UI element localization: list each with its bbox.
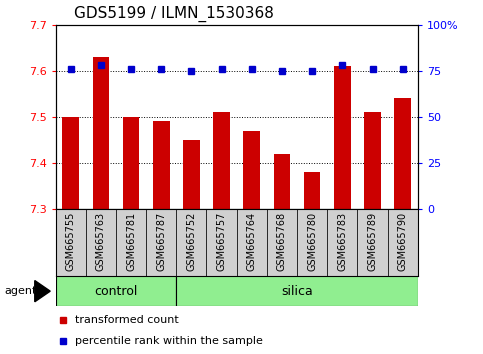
Text: GSM665768: GSM665768: [277, 212, 287, 271]
Text: control: control: [94, 285, 138, 298]
Text: GSM665790: GSM665790: [398, 212, 408, 271]
Text: GSM665755: GSM665755: [66, 212, 76, 271]
Bar: [93, 57, 109, 209]
Bar: [153, 121, 170, 209]
Bar: [176, 209, 207, 276]
Bar: [243, 131, 260, 209]
Text: GSM665780: GSM665780: [307, 212, 317, 271]
Bar: [123, 117, 139, 209]
Bar: [357, 209, 388, 276]
Bar: [62, 117, 79, 209]
Bar: [364, 112, 381, 209]
Text: GSM665752: GSM665752: [186, 212, 197, 271]
Bar: [207, 209, 237, 276]
Bar: [116, 209, 146, 276]
Bar: [176, 276, 418, 306]
Text: transformed count: transformed count: [75, 315, 179, 325]
Bar: [237, 209, 267, 276]
Text: GSM665787: GSM665787: [156, 212, 166, 271]
Bar: [297, 209, 327, 276]
Bar: [213, 112, 230, 209]
Text: percentile rank within the sample: percentile rank within the sample: [75, 336, 263, 346]
Text: agent: agent: [5, 286, 37, 296]
Bar: [334, 66, 351, 209]
Bar: [183, 140, 199, 209]
Text: GSM665764: GSM665764: [247, 212, 257, 271]
Text: GSM665783: GSM665783: [337, 212, 347, 271]
Polygon shape: [35, 280, 50, 302]
Bar: [274, 154, 290, 209]
Bar: [304, 172, 320, 209]
Text: GSM665789: GSM665789: [368, 212, 378, 271]
Bar: [56, 209, 86, 276]
Text: GSM665781: GSM665781: [126, 212, 136, 271]
Text: GSM665757: GSM665757: [216, 212, 227, 271]
Bar: [388, 209, 418, 276]
Bar: [267, 209, 297, 276]
Text: silica: silica: [281, 285, 313, 298]
Text: GSM665763: GSM665763: [96, 212, 106, 271]
Bar: [56, 276, 176, 306]
Text: GDS5199 / ILMN_1530368: GDS5199 / ILMN_1530368: [73, 6, 273, 22]
Bar: [146, 209, 176, 276]
Bar: [395, 98, 411, 209]
Bar: [327, 209, 357, 276]
Bar: [86, 209, 116, 276]
